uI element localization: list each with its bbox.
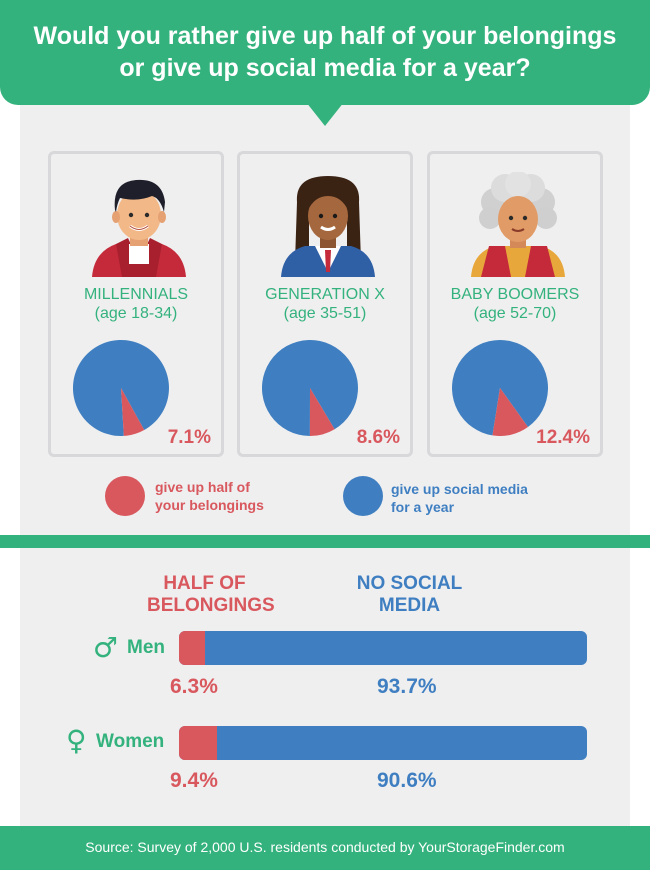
generation-age: (age 52-70) bbox=[473, 305, 557, 322]
older-woman-avatar-icon bbox=[471, 172, 565, 277]
title-banner-pointer bbox=[306, 102, 344, 126]
column-header-line: HALF OF bbox=[163, 573, 246, 594]
pie-slice-social-media bbox=[73, 340, 169, 436]
belongings-percent: 8.6% bbox=[356, 427, 400, 448]
women-belongings-percent: 9.4% bbox=[170, 769, 218, 792]
source-footer: Source: Survey of 2,000 U.S. residents c… bbox=[0, 826, 650, 870]
generation-name: GENERATION X bbox=[265, 286, 385, 303]
generation-age: (age 18-34) bbox=[94, 305, 178, 322]
pie-slice-belongings bbox=[309, 388, 335, 436]
legend-label-belongings: give up half of your belongings bbox=[155, 478, 305, 514]
legend-line: give up social media bbox=[391, 481, 528, 497]
young-man-avatar-icon bbox=[92, 179, 186, 277]
bar-men bbox=[179, 631, 587, 665]
bar-women bbox=[179, 726, 587, 760]
female-symbol-icon: ♀ bbox=[66, 724, 87, 757]
pie-slice-social-media bbox=[452, 340, 548, 436]
millennials-card: MILLENNIALS (age 18-34) 7.1% bbox=[48, 151, 224, 457]
bar-segment-belongings bbox=[179, 631, 205, 665]
baby-boomers-pie bbox=[452, 340, 548, 436]
belongings-percent: 7.1% bbox=[167, 427, 211, 448]
women-social-media-percent: 90.6% bbox=[377, 769, 437, 792]
legend-label-social-media: give up social media for a year bbox=[391, 480, 581, 516]
businesswoman-avatar-icon bbox=[281, 176, 375, 277]
title-banner: Would you rather give up half of your be… bbox=[0, 0, 650, 105]
gender-label-women: Women bbox=[96, 731, 165, 752]
men-belongings-percent: 6.3% bbox=[170, 675, 218, 698]
generation-name: BABY BOOMERS bbox=[450, 286, 580, 303]
male-symbol-icon: ♂ bbox=[93, 631, 119, 664]
legend-line: for a year bbox=[391, 499, 455, 515]
generation-age: (age 35-51) bbox=[283, 305, 367, 322]
men-social-media-percent: 93.7% bbox=[377, 675, 437, 698]
belongings-percent: 12.4% bbox=[536, 427, 590, 448]
pie-slice-belongings bbox=[492, 388, 528, 436]
legend-swatch-belongings bbox=[105, 476, 145, 516]
baby-boomers-card: BABY BOOMERS (age 52-70) 12.4% bbox=[427, 151, 603, 457]
pie-slice-social-media bbox=[262, 340, 358, 436]
gender-panel bbox=[20, 548, 630, 826]
millennials-pie bbox=[73, 340, 169, 436]
column-header-line: MEDIA bbox=[378, 595, 441, 616]
legend-line: your belongings bbox=[155, 497, 264, 513]
column-header-line: NO SOCIAL bbox=[356, 573, 463, 594]
gender-label-men: Men bbox=[127, 637, 165, 658]
generation-name: MILLENNIALS bbox=[83, 286, 189, 303]
pie-slice-belongings bbox=[121, 388, 145, 436]
chart-title: Would you rather give up half of your be… bbox=[33, 22, 617, 82]
generation-x-card: GENERATION X (age 35-51) 8.6% bbox=[237, 151, 413, 457]
column-header-line: BELONGINGS bbox=[147, 595, 275, 616]
legend-line: give up half of bbox=[155, 479, 250, 495]
column-header-social-media: NO SOCIAL MEDIA bbox=[347, 573, 472, 617]
source-text: Source: Survey of 2,000 U.S. residents c… bbox=[85, 839, 565, 855]
bar-segment-belongings bbox=[179, 726, 218, 760]
section-divider bbox=[0, 535, 650, 548]
legend-swatch-social-media bbox=[343, 476, 383, 516]
column-header-belongings: HALF OF BELONGINGS bbox=[147, 573, 275, 617]
generation-x-pie bbox=[262, 340, 358, 436]
